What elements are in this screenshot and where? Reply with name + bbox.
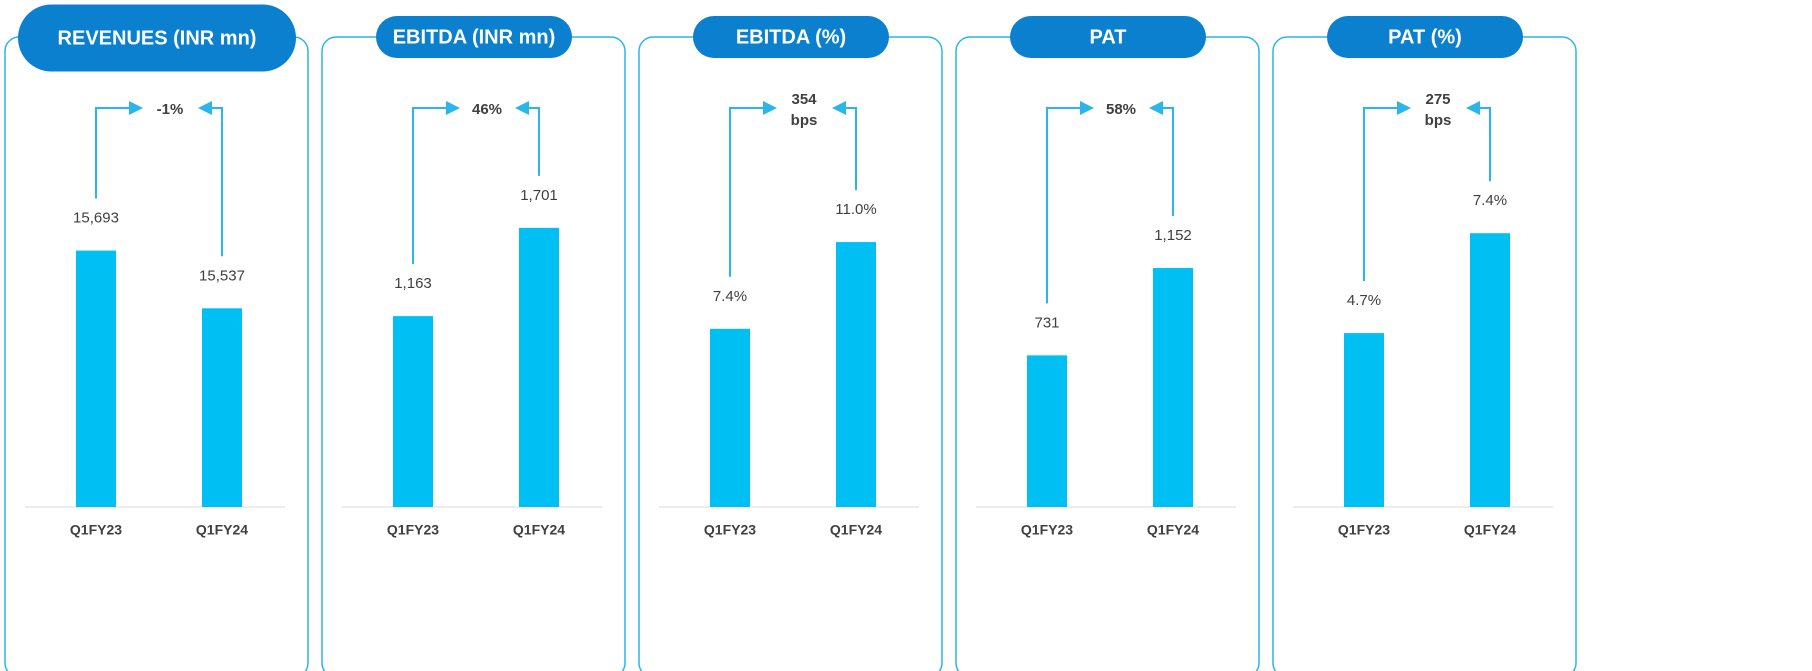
x-tick-label: Q1FY24 xyxy=(1147,522,1199,538)
value-label: 11.0% xyxy=(835,201,876,218)
x-tick-label: Q1FY24 xyxy=(1464,522,1516,538)
bar xyxy=(202,308,242,507)
bar xyxy=(1153,268,1193,507)
panel-border xyxy=(321,36,626,671)
bar xyxy=(836,242,876,508)
panel: EBITDA (%) 7.4% Q1FY23 11.0% Q1FY24 354 bps xyxy=(638,16,943,671)
x-tick-label: Q1FY23 xyxy=(1338,522,1390,538)
growth-bracket xyxy=(412,107,447,265)
x-tick-label: Q1FY23 xyxy=(704,522,756,538)
value-label: 7.4% xyxy=(1473,192,1507,209)
arrow-head xyxy=(763,101,777,115)
title-pill xyxy=(693,16,889,58)
growth-bracket xyxy=(1162,107,1174,217)
title-pill xyxy=(1327,16,1523,58)
growth-annotation: 58% xyxy=(1106,101,1136,118)
arrow-head xyxy=(832,101,846,115)
growth-bracket xyxy=(845,107,857,191)
growth-annotation: 46% xyxy=(472,101,502,118)
arrow-head xyxy=(515,101,529,115)
growth-bracket xyxy=(95,107,130,199)
x-tick-label: Q1FY24 xyxy=(830,522,882,538)
title-pill xyxy=(1010,16,1206,58)
value-label: 731 xyxy=(1034,314,1059,331)
arrow-head xyxy=(1149,101,1163,115)
bar xyxy=(519,227,559,508)
value-label: 15,537 xyxy=(199,267,245,284)
title-pill xyxy=(376,16,572,58)
panel-border xyxy=(955,36,1260,671)
x-tick-label: Q1FY24 xyxy=(196,522,248,538)
bar xyxy=(1027,355,1067,507)
bar xyxy=(1344,333,1384,507)
growth-annotation: -1% xyxy=(157,101,184,118)
arrow-head xyxy=(129,101,143,115)
title-pill xyxy=(18,4,296,72)
panel: PAT 731 Q1FY23 1,152 Q1FY24 58% xyxy=(955,16,1260,671)
growth-bracket xyxy=(211,107,223,257)
growth-annotation: 354 bps xyxy=(791,91,818,129)
growth-bracket xyxy=(1046,107,1081,304)
chart-title: REVENUES (INR mn) xyxy=(58,27,257,49)
bar xyxy=(1470,233,1510,507)
bar xyxy=(76,250,116,507)
arrow-head xyxy=(1466,101,1480,115)
bar xyxy=(710,328,750,507)
arrow-head xyxy=(1080,101,1094,115)
growth-bracket xyxy=(1363,107,1398,282)
panel-border xyxy=(1272,36,1577,671)
x-tick-label: Q1FY23 xyxy=(387,522,439,538)
value-label: 1,701 xyxy=(520,187,558,204)
growth-annotation: 275 bps xyxy=(1425,91,1452,129)
x-tick-label: Q1FY23 xyxy=(70,522,122,538)
chart-title: PAT xyxy=(1089,26,1126,48)
panel: PAT (%) 4.7% Q1FY23 7.4% Q1FY24 275 bps xyxy=(1272,16,1577,671)
value-label: 1,163 xyxy=(394,275,432,292)
arrow-head xyxy=(1397,101,1411,115)
bar xyxy=(393,316,433,507)
arrow-head xyxy=(446,101,460,115)
panel-border xyxy=(638,36,943,671)
chart-title: EBITDA (INR mn) xyxy=(393,26,556,48)
growth-bracket xyxy=(1479,107,1491,182)
x-tick-label: Q1FY23 xyxy=(1021,522,1073,538)
panel: REVENUES (INR mn) 15,693 Q1FY23 15,537 Q1FY2… xyxy=(4,4,309,671)
value-label: 4.7% xyxy=(1347,292,1381,309)
x-tick-label: Q1FY24 xyxy=(513,522,565,538)
value-label: 7.4% xyxy=(713,288,747,305)
chart-title: PAT (%) xyxy=(1388,26,1462,48)
value-label: 15,693 xyxy=(73,210,119,227)
panel-border xyxy=(4,36,309,671)
growth-bracket xyxy=(729,107,764,277)
arrow-head xyxy=(198,101,212,115)
chart-title: EBITDA (%) xyxy=(736,26,846,48)
value-label: 1,152 xyxy=(1154,227,1192,244)
panel: EBITDA (INR mn) 1,163 Q1FY23 1,701 Q1FY24 46% xyxy=(321,16,626,671)
growth-bracket xyxy=(528,107,540,176)
